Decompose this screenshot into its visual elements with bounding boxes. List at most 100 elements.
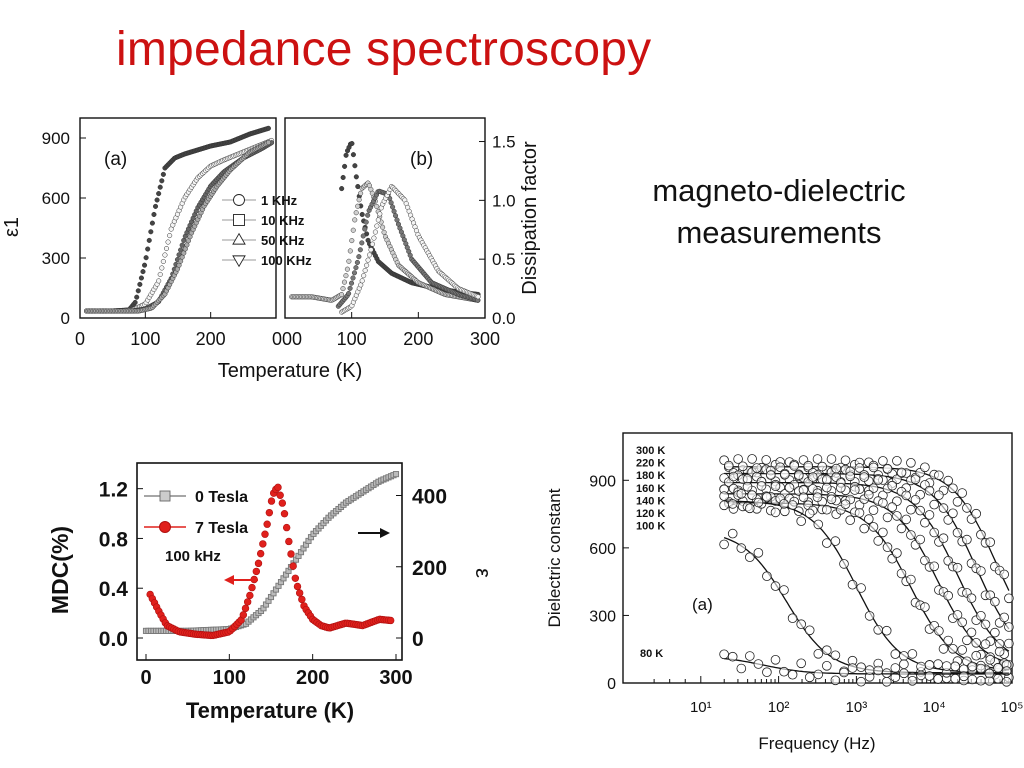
panel-a-point — [138, 275, 144, 281]
panel-d-point — [854, 508, 865, 518]
panel-a-point — [160, 258, 166, 265]
panel-d-point — [738, 461, 748, 472]
panel-d-point — [924, 510, 935, 520]
panel-d-point — [839, 559, 849, 569]
panel-d-point — [971, 508, 982, 519]
panel-d-point — [910, 495, 921, 505]
panel-a-point — [181, 237, 187, 243]
panel-d-point — [971, 650, 982, 661]
panel-c-point-7T — [274, 483, 282, 492]
panel-d-point — [798, 492, 809, 502]
panel-d-point — [779, 666, 789, 677]
panel-d-point — [916, 670, 926, 681]
panel-d-point — [980, 619, 991, 630]
panel-a-point — [156, 191, 162, 197]
panel-a-point — [132, 299, 138, 306]
panel-d-xtick-label: 10⁵ — [1001, 699, 1024, 716]
panel-d-point — [878, 498, 888, 508]
panel-b-point — [377, 211, 383, 217]
panel-b-point — [362, 267, 368, 274]
panel-d-point — [971, 638, 982, 648]
panel-d-point — [779, 585, 789, 595]
panel-c-point-7T — [289, 562, 297, 570]
panel-d-point — [924, 660, 935, 670]
panel-d-point — [873, 625, 884, 635]
panel-b-ytick-label: 1.5 — [492, 133, 516, 152]
panel-d-point — [745, 651, 755, 661]
panel-d-point — [999, 569, 1010, 580]
panel-b-xtick-label: 300 — [470, 329, 500, 349]
panel-d-point — [724, 460, 734, 471]
panel-d-point — [727, 499, 738, 509]
panel-d-point — [976, 675, 986, 686]
panel-d-point — [770, 655, 781, 665]
panel-d-point — [899, 668, 909, 679]
panel-d-point — [1004, 593, 1014, 604]
panel-d-point — [840, 455, 851, 466]
panel-a-point — [159, 265, 165, 271]
panel-a-label: (a) — [104, 149, 127, 170]
panel-c-point-7T — [261, 530, 269, 538]
panel-d-point — [941, 661, 952, 671]
panel-c-legend-label: 7 Tesla — [195, 520, 248, 537]
panel-b-point — [381, 229, 387, 235]
panel-d-point — [933, 674, 943, 684]
panel-c-point-0T — [392, 471, 400, 478]
panel-d-point — [957, 645, 968, 655]
panel-c-point-7T — [263, 520, 271, 528]
panel-d-point — [856, 662, 866, 673]
panel-d-point — [868, 505, 879, 515]
panel-d-point — [719, 500, 729, 511]
panel-d-point — [733, 454, 743, 464]
panel-a-series-3 — [83, 139, 271, 314]
panel-b-point — [365, 212, 371, 218]
panel-d-point — [906, 530, 916, 540]
panel-d-xtick-label: 10¹ — [690, 699, 712, 716]
panel-d-point — [766, 470, 776, 480]
panel-b-point — [353, 174, 359, 180]
panel-b-point — [368, 247, 374, 253]
panel-c-point-7T — [285, 537, 293, 546]
panel-d-point — [742, 481, 753, 492]
panel-b-point — [360, 233, 366, 239]
panel-d-point — [753, 548, 764, 558]
panel-d-point — [933, 659, 943, 669]
panel-d-point — [899, 659, 909, 670]
panel-c-xtick-label: 200 — [296, 667, 329, 689]
panel-d-legend-label: 220 K — [636, 458, 665, 470]
panel-c-point-7T — [267, 497, 276, 505]
panel-c-point-7T — [291, 574, 300, 582]
panel-d-ytick-label: 900 — [589, 473, 616, 490]
panel-b-point — [350, 227, 356, 233]
panel-a-point — [137, 281, 143, 287]
panel-d-point — [839, 667, 849, 678]
panel-d-point — [831, 463, 842, 474]
panel-d-point — [958, 671, 969, 682]
panel-c-series-0-tesla — [142, 471, 400, 634]
panel-b-point — [363, 219, 369, 225]
panel-c-ytick-label: 0.4 — [99, 578, 129, 601]
panel-d-point — [892, 474, 902, 485]
panel-d-point — [796, 516, 807, 526]
panel-d-point — [924, 485, 935, 496]
panel-b-point — [388, 200, 394, 206]
panel-b-point — [369, 241, 376, 247]
panel-d-point — [985, 590, 996, 601]
panel-d-point — [892, 548, 902, 558]
panel-d-point — [1004, 622, 1014, 632]
panel-a-point — [145, 246, 151, 252]
panel-b-point — [343, 152, 349, 158]
panel-a-point — [135, 288, 141, 294]
panel-d-ytick-label: 0 — [607, 676, 616, 693]
panel-a-xtick-label: 100 — [130, 329, 160, 349]
panel-d-series-3 — [719, 481, 1014, 672]
panel-d-point — [934, 490, 944, 500]
panel-b-point — [374, 203, 380, 210]
panel-d-point — [752, 463, 762, 473]
panel-d-point — [873, 665, 884, 676]
panel-a-legend-label: 1 KHz — [261, 193, 298, 208]
panel-d-point — [787, 613, 798, 624]
panel-d-point — [976, 611, 986, 621]
panel-d-point — [736, 489, 747, 499]
panel-d-point — [863, 514, 874, 524]
